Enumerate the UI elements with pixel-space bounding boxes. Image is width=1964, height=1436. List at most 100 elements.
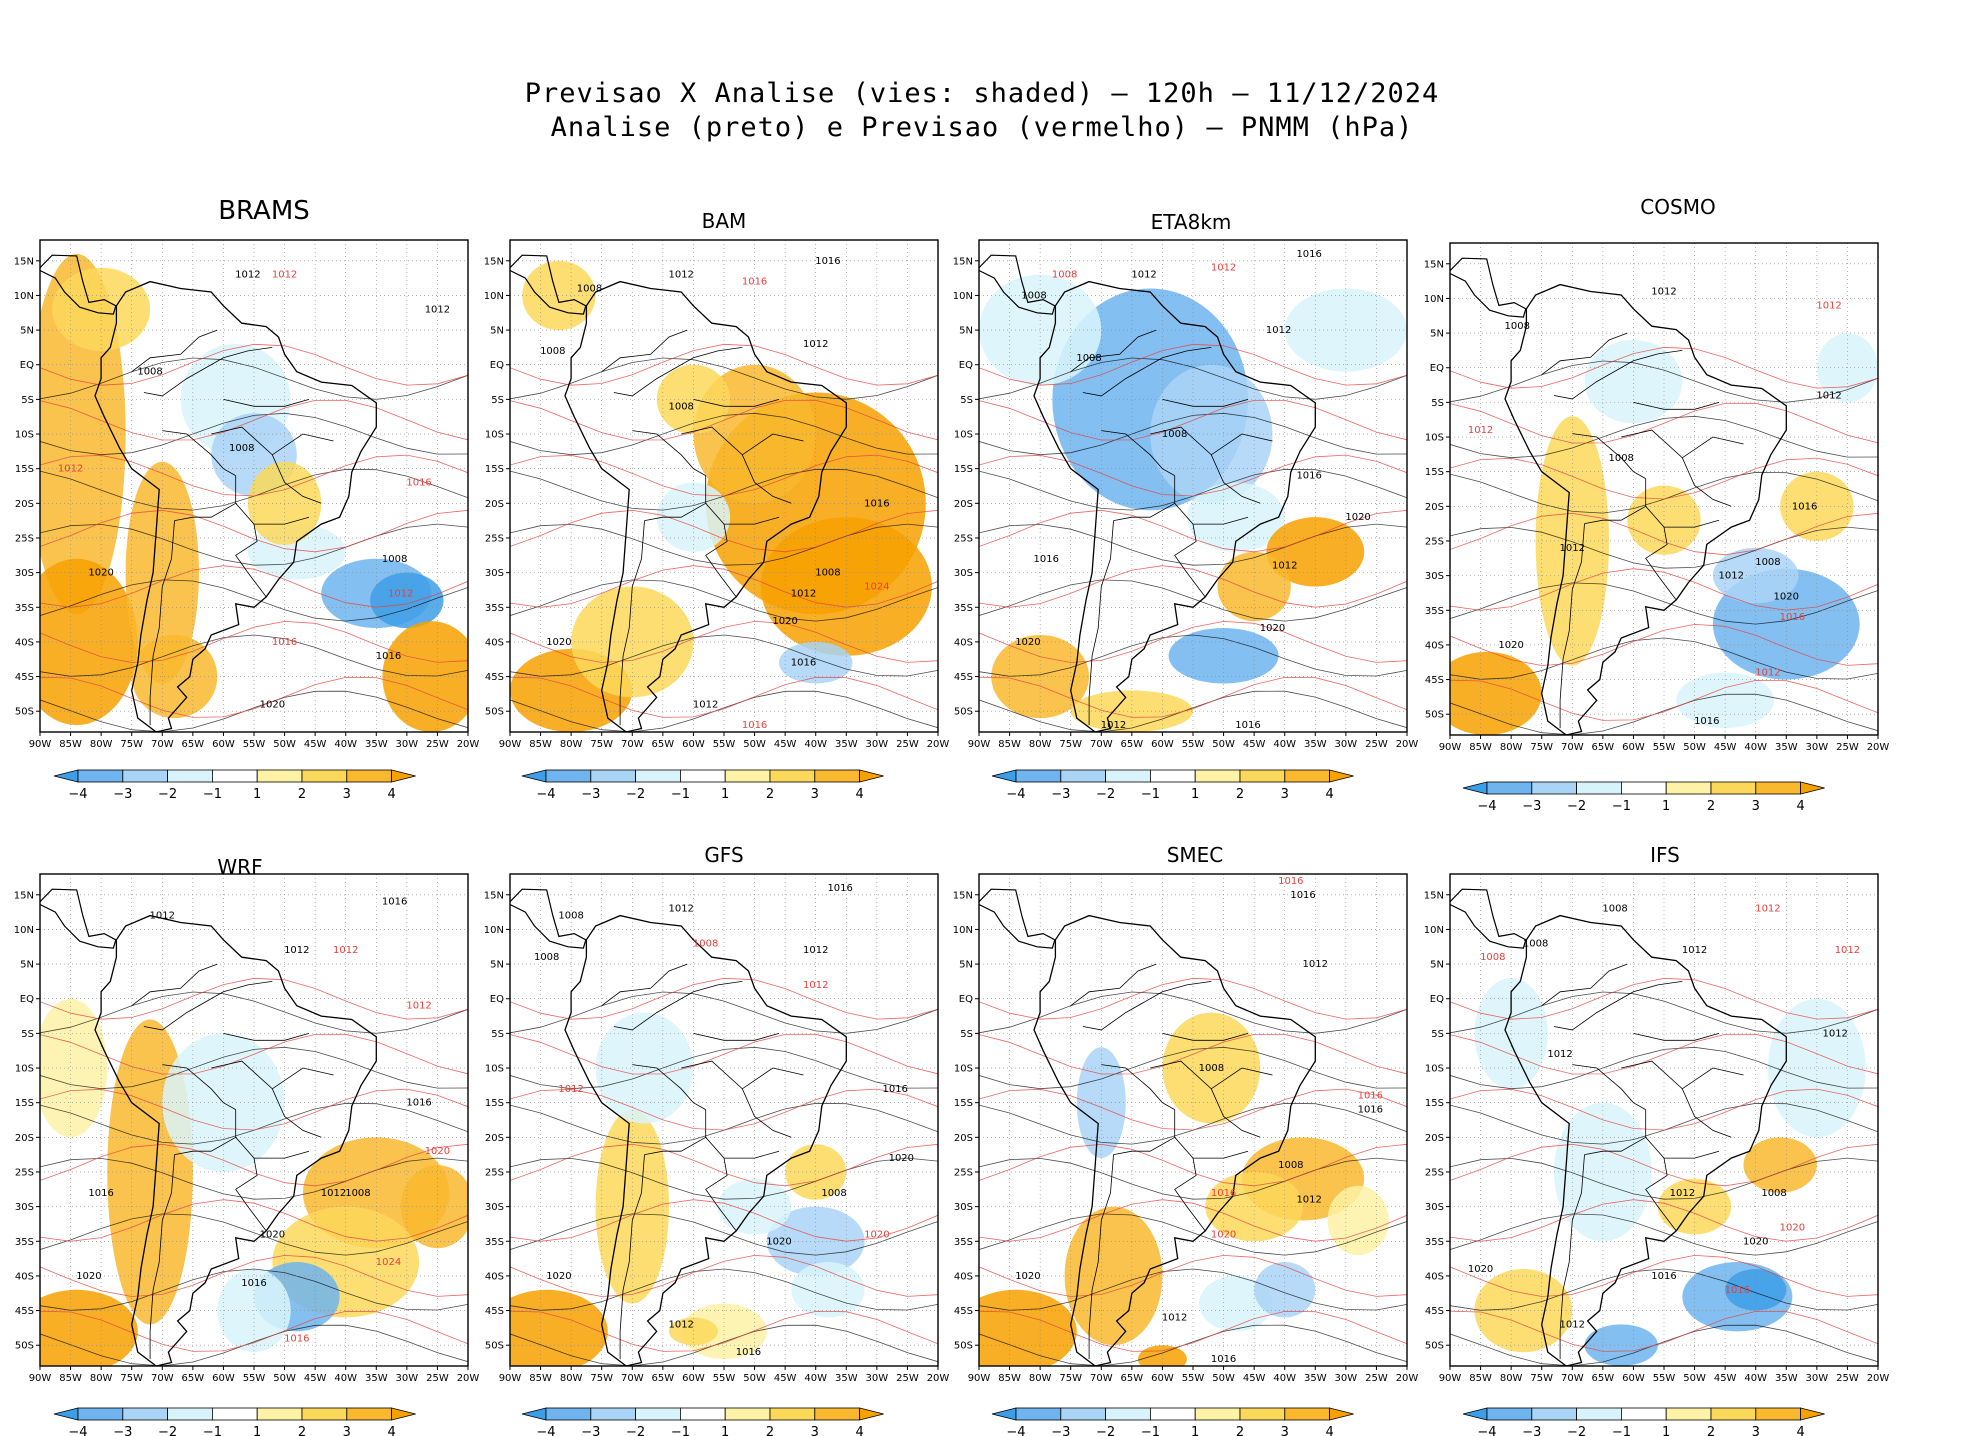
lon-tick-label: 35W	[1304, 739, 1327, 750]
colorbar-label: 1	[253, 787, 261, 802]
colorbar-label: −2	[158, 787, 177, 802]
isobar-label: 1012	[693, 699, 718, 710]
lon-tick-label: 30W	[396, 739, 419, 750]
isobar-label: 1016	[864, 498, 889, 509]
isobar-label: 1016	[1358, 1105, 1383, 1116]
forecast-isobar	[979, 1143, 1407, 1187]
isobar-label: 1024	[376, 1257, 401, 1268]
colorbar-swatch	[1665, 781, 1712, 795]
lon-tick-label: 50W	[1212, 739, 1235, 750]
colorbar-swatch	[53, 1407, 79, 1421]
country-border	[1681, 1088, 1732, 1138]
colorbar-label: −3	[113, 1425, 132, 1436]
lon-tick-label: 60W	[212, 739, 235, 750]
lat-tick-label: 40S	[954, 637, 973, 648]
analysis-isobar	[1450, 1324, 1878, 1366]
lat-tick-label: 40S	[485, 637, 504, 648]
map-panel-eta8km: 1016 1012 1008 1012 1008 1012 1008 1008 1016 1020…	[953, 239, 1418, 750]
forecast-isobar	[1450, 1143, 1878, 1187]
colorbar-swatch	[1239, 769, 1286, 783]
colorbar: −4 −3 −2 −1 1 2 3 4	[521, 1407, 884, 1436]
central-america-coastline	[510, 254, 587, 315]
lat-tick-label: 35S	[1425, 1237, 1444, 1248]
colorbar-label: 3	[1281, 1425, 1289, 1436]
analysis-isobar	[979, 634, 1407, 677]
lat-tick-label: 50S	[485, 707, 504, 718]
analysis-isobar	[510, 1213, 938, 1256]
lat-tick-label: 30S	[485, 568, 504, 579]
colorbar-label: 4	[1325, 787, 1333, 802]
isobar-label: 1020	[1468, 1264, 1493, 1275]
colorbar-label: −4	[536, 1425, 555, 1436]
country-border	[644, 1109, 707, 1155]
lon-tick-label: 30W	[1806, 1373, 1829, 1384]
lon-tick-label: 30W	[1335, 739, 1358, 750]
lon-tick-label: 65W	[1121, 1373, 1144, 1384]
colorbar-swatch	[1239, 1407, 1286, 1421]
lat-tick-label: EQ	[1430, 994, 1444, 1005]
lat-tick-label: 40S	[1425, 640, 1444, 651]
colorbar-swatch	[53, 769, 79, 783]
south-america-coastline	[1033, 280, 1316, 732]
isobar-label: 1012	[668, 1319, 693, 1330]
country-border	[1070, 329, 1157, 373]
map-field: 1008 1012 1008 1008 1012 1012 1012 1012 1008 1012…	[1450, 874, 1878, 1366]
country-border	[1541, 332, 1628, 376]
analysis-isobar	[40, 634, 468, 677]
lat-tick-label: 15N	[953, 890, 973, 901]
lon-tick-label: 85W	[529, 739, 552, 750]
lon-tick-label: 90W	[968, 1373, 991, 1384]
analysis-isobar	[510, 1046, 938, 1090]
lon-tick-label: 90W	[1439, 1373, 1462, 1384]
country-border	[1088, 520, 1114, 726]
country-border	[1553, 350, 1683, 400]
lon-tick-label: 35W	[365, 739, 388, 750]
lon-tick-label: 55W	[713, 739, 736, 750]
panel-title: ETA8km	[1151, 210, 1232, 234]
lat-tick-label: 10S	[1425, 433, 1444, 444]
isobar-label: 1016	[1211, 1354, 1236, 1365]
country-border	[632, 1064, 706, 1110]
lat-tick-label: 15S	[1425, 1098, 1444, 1109]
colorbar-label: −1	[203, 787, 222, 802]
colorbar-label: 2	[1236, 1425, 1244, 1436]
analysis-isobar	[40, 991, 468, 1034]
map-panel-cosmo: 1012 1012 1008 1012 1012 1008 1016 1012 1008 1012…	[1424, 242, 1889, 753]
lon-tick-label: 30W	[396, 1373, 419, 1384]
lon-tick-label: 65W	[1121, 739, 1144, 750]
lat-tick-label: 25S	[1425, 1167, 1444, 1178]
colorbar-swatch	[1800, 781, 1825, 795]
isobar-label: 1016	[382, 897, 407, 908]
colorbar-swatch	[1284, 1407, 1330, 1421]
colorbar-label: −4	[68, 1425, 87, 1436]
colorbar-swatch	[1015, 1407, 1062, 1421]
isobar-label: 1008	[1162, 429, 1187, 440]
panel-title: COSMO	[1640, 195, 1715, 219]
isobar-label: 1016	[827, 883, 852, 894]
lat-tick-label: 50S	[15, 1341, 34, 1352]
country-border	[619, 1154, 645, 1360]
south-america-coastline	[1504, 283, 1787, 735]
colorbar-label: −3	[1522, 1425, 1541, 1436]
isobar-label: 1016	[815, 256, 840, 267]
lat-tick-label: 5N	[20, 960, 34, 971]
isobar-label: 1016	[376, 651, 401, 662]
lon-tick-label: 40W	[1744, 742, 1767, 753]
colorbar-swatch	[635, 1407, 681, 1421]
colorbar-label: 3	[1281, 787, 1289, 802]
lat-tick-label: 15N	[484, 256, 504, 267]
isobar-label: 1012	[668, 904, 693, 915]
lat-tick-label: EQ	[1430, 363, 1444, 374]
colorbar-swatch	[1149, 769, 1196, 783]
country-border	[613, 981, 743, 1031]
isobar-label: 1016	[736, 1347, 761, 1358]
lat-tick-label: 45S	[1425, 1306, 1444, 1317]
lon-tick-label: 50W	[1683, 1373, 1706, 1384]
analysis-isobar	[40, 579, 468, 622]
forecast-isobar	[40, 1143, 468, 1187]
isobar-label: 1008	[345, 1188, 370, 1199]
lon-tick-label: 90W	[968, 739, 991, 750]
colorbar-label: 2	[298, 787, 306, 802]
lat-tick-label: 45S	[15, 672, 34, 683]
lat-tick-label: 50S	[1425, 710, 1444, 721]
